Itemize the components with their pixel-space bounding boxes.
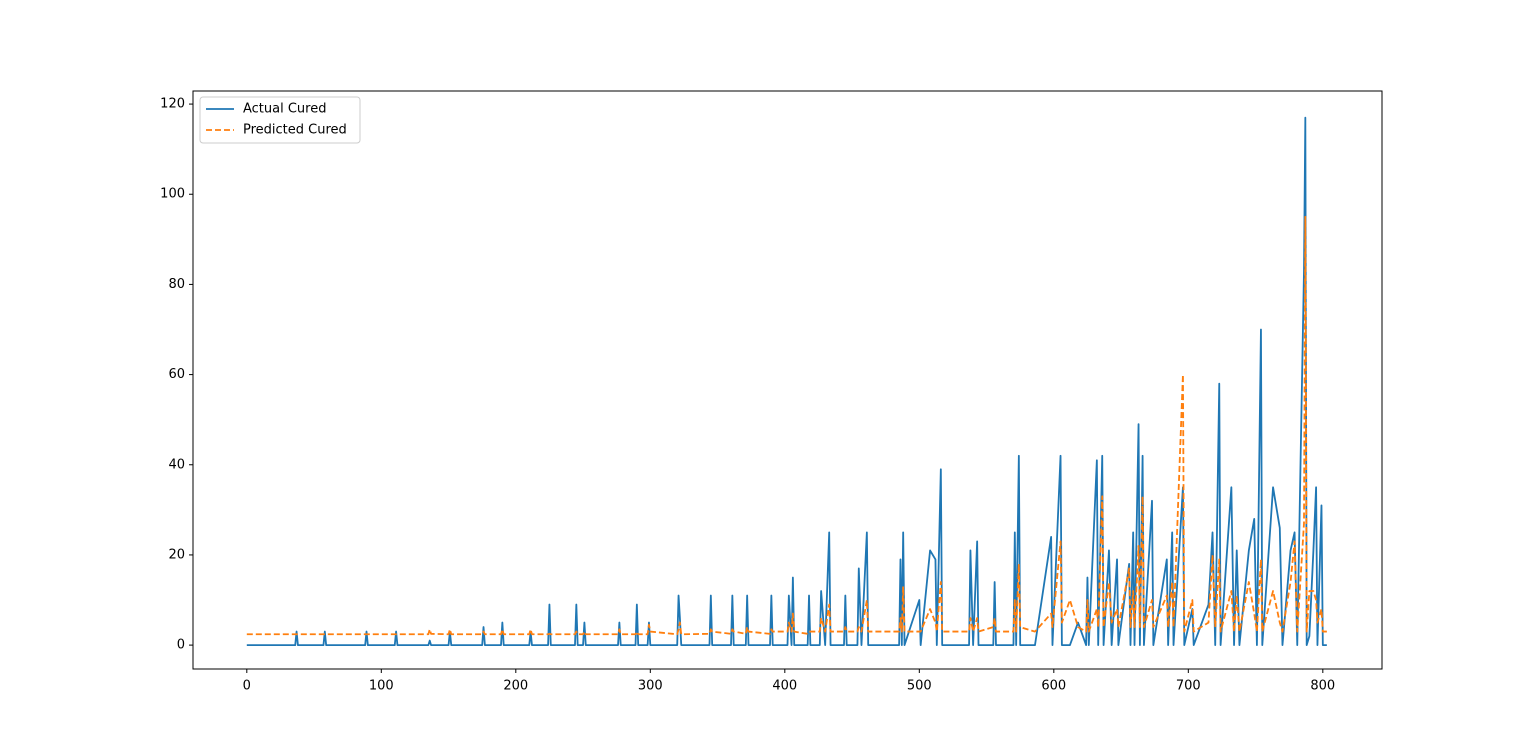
x-tick-label: 800 bbox=[1310, 679, 1335, 694]
legend-label: Actual Cured bbox=[243, 102, 326, 117]
y-tick-label: 20 bbox=[168, 547, 185, 562]
series-line bbox=[246, 116, 1327, 647]
x-tick-label: 200 bbox=[503, 679, 528, 694]
legend-label: Predicted Cured bbox=[243, 123, 347, 138]
x-tick-label: 400 bbox=[772, 679, 797, 694]
y-tick-label: 100 bbox=[160, 187, 185, 202]
y-tick-label: 120 bbox=[160, 97, 185, 112]
y-tick-label: 40 bbox=[168, 457, 185, 472]
y-tick-label: 60 bbox=[168, 367, 185, 382]
y-tick-label: 80 bbox=[168, 277, 185, 292]
x-tick-label: 0 bbox=[243, 679, 251, 694]
x-tick-label: 500 bbox=[907, 679, 932, 694]
legend-box bbox=[199, 96, 361, 144]
x-tick-label: 300 bbox=[638, 679, 663, 694]
x-tick-label: 600 bbox=[1041, 679, 1066, 694]
y-tick-label: 0 bbox=[177, 638, 185, 653]
x-tick-label: 100 bbox=[369, 679, 394, 694]
series-line bbox=[246, 215, 1327, 636]
x-tick-label: 700 bbox=[1176, 679, 1201, 694]
plot-frame bbox=[192, 90, 1383, 670]
